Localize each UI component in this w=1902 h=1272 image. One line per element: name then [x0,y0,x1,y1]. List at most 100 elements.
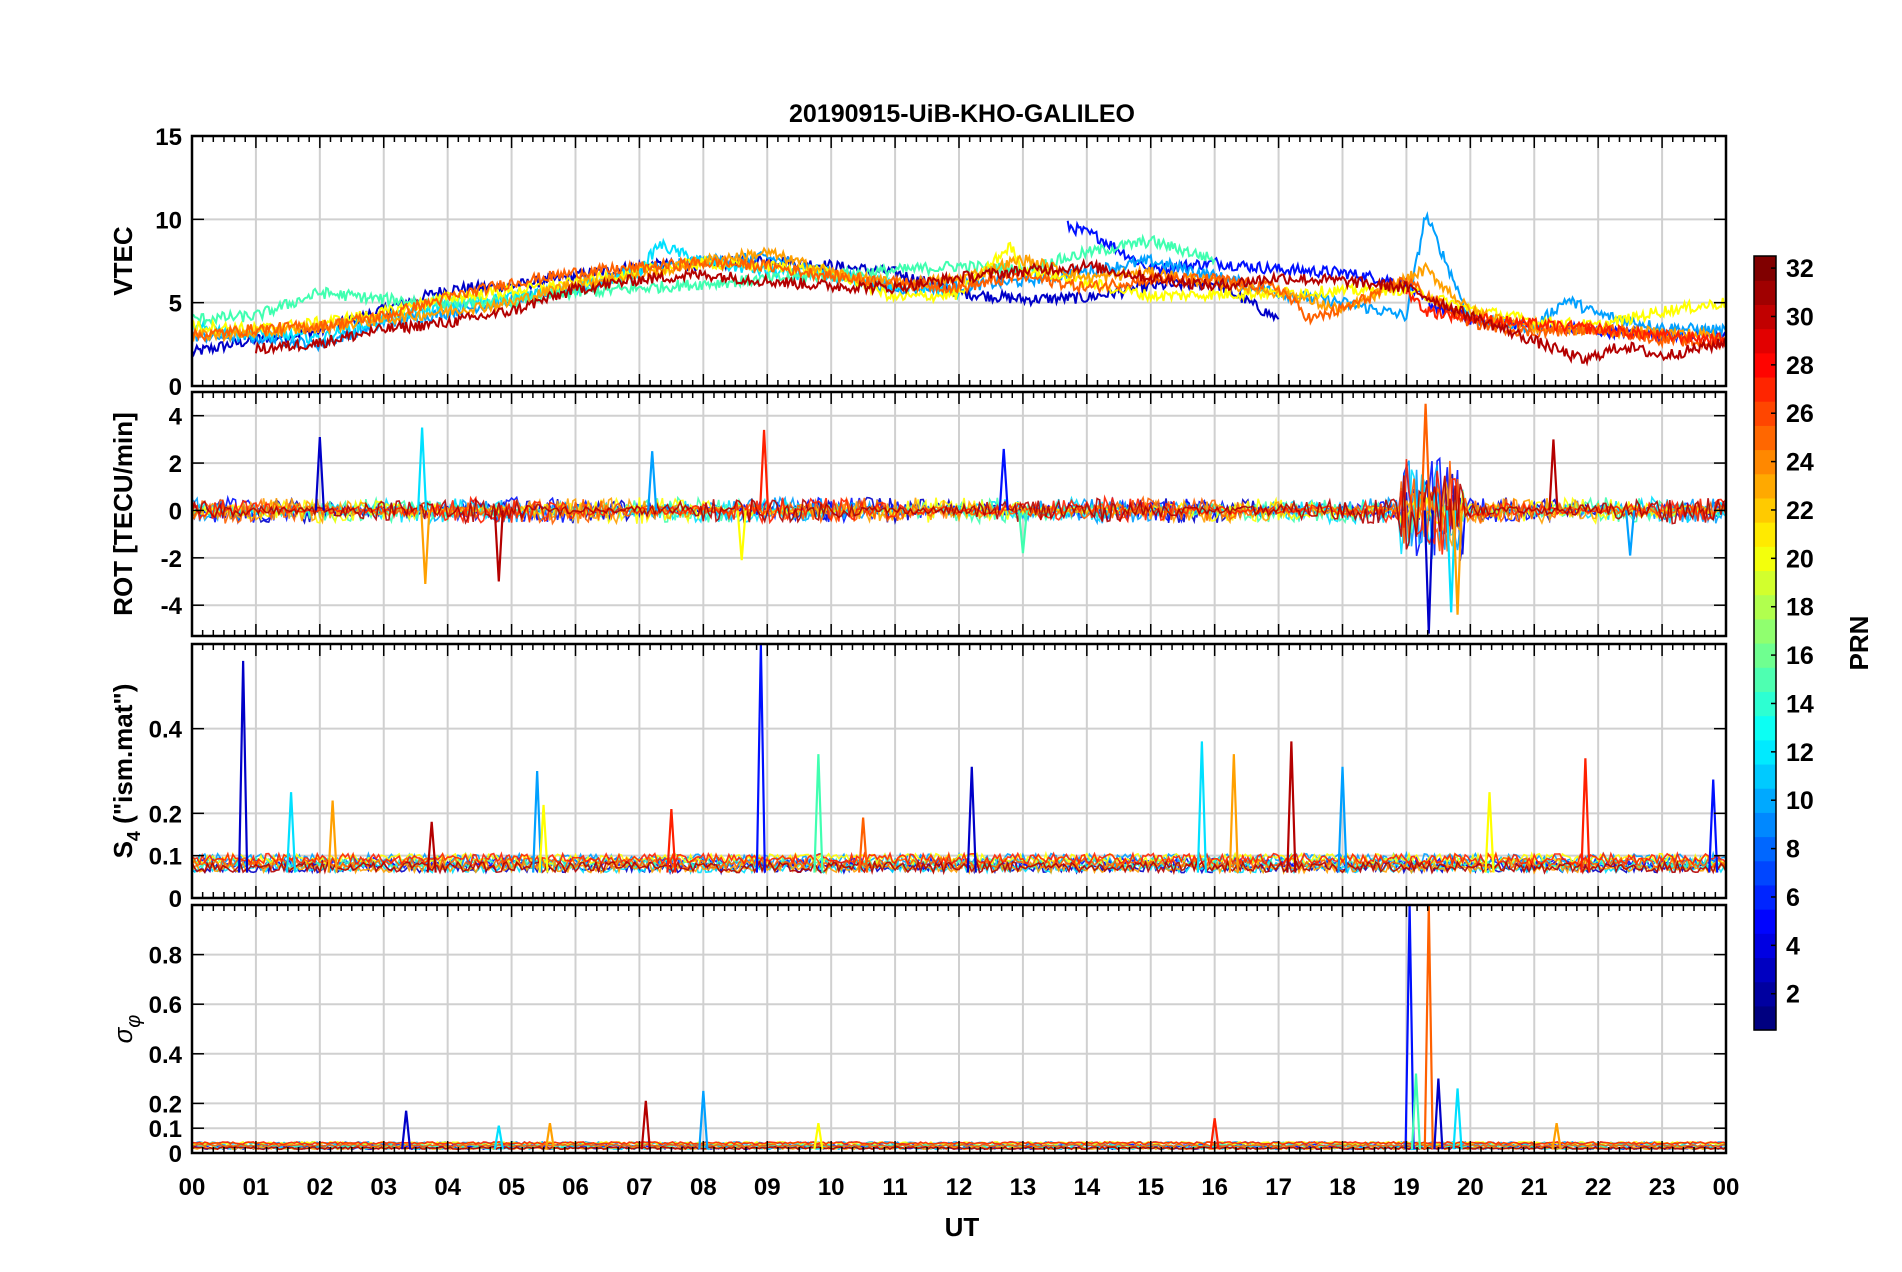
colorbar-tick-label: 16 [1786,642,1814,670]
spike-sigma_phi [1410,1073,1422,1150]
noise-trace-rot [192,491,1726,533]
x-tick-label: 23 [1649,1174,1676,1201]
spike-sigma_phi [698,1090,709,1150]
colorbar-swatch [1754,763,1776,789]
colorbar-tick-label: 12 [1786,739,1814,767]
spike-rot [1548,439,1559,511]
x-tick-label: 15 [1137,1174,1164,1201]
x-tick-label: 09 [754,1174,781,1201]
colorbar-label: PRN [1844,616,1874,671]
spike-sigma_phi [1452,1088,1463,1150]
spike-rot [758,429,770,511]
colorbar-swatch [1754,449,1776,475]
colorbar-swatch [1754,667,1776,692]
x-tick-label: 12 [946,1174,973,1201]
x-tick-label: 16 [1201,1174,1228,1201]
colorbar-tick-label: 32 [1786,255,1814,283]
spike-s4 [426,821,437,873]
spike-s4 [966,766,977,873]
colorbar-swatch [1754,957,1776,983]
y-axis-label-vtec: VTEC [108,226,138,296]
colorbar-tick-label: 24 [1786,449,1814,477]
spike-sigma_phi [1404,905,1415,1150]
spike-sigma_phi [813,1123,824,1150]
y-tick-label-sigma_phi: 0.2 [149,1091,182,1118]
x-tick-label: 05 [498,1174,525,1201]
colorbar-swatch [1754,473,1776,499]
data-rot [192,403,1726,634]
colorbar-tick-label: 26 [1786,400,1814,428]
spike-s4 [327,800,338,873]
y-tick-label-s4: 0 [169,886,182,913]
x-axis: 00 01 02 03 04 05 06 07 08 09 10 11 12 13 14 15 16 17 18 19… [179,1174,1740,1201]
y-tick-label-rot: -2 [161,546,182,573]
spike-rot [1423,510,1434,634]
y-tick-label-vtec: 15 [155,124,182,151]
spike-rot [998,448,1009,511]
spike-sigma_phi [544,1123,556,1150]
x-tick-label: 08 [690,1174,717,1201]
spike-sigma_phi [1423,905,1434,1150]
spike-rot [1452,510,1463,615]
x-tick-label: 11 [882,1174,907,1201]
spike-s4 [813,754,824,873]
colorbar-swatch [1754,425,1776,451]
vtec-series-prn-20 [192,241,1726,338]
spike-s4 [755,644,766,873]
x-tick-label: 07 [626,1174,653,1201]
colorbar-frame [1753,255,1777,1031]
colorbar-tick-label: 20 [1786,545,1814,573]
colorbar-swatch [1754,594,1776,620]
y-tick-label-rot: 2 [169,451,182,478]
x-tick-label: 02 [306,1174,333,1201]
y-tick-label-s4: 0.1 [149,844,182,871]
spike-s4 [532,770,543,873]
y-tick-label-sigma_phi: 0.1 [149,1116,182,1143]
y-tick-label-vtec: 10 [155,207,182,234]
colorbar-tick-label: 28 [1786,352,1814,380]
spike-s4 [238,660,249,873]
colorbar-swatch [1754,860,1776,886]
data-vtec [192,210,1726,367]
x-tick-label: 00 [1713,1174,1740,1201]
vtec-series-prn-29 [1405,287,1726,348]
vtec-series-prn-31 [254,257,1726,367]
x-tick-label: 21 [1521,1174,1548,1201]
x-tick-label: 18 [1329,1174,1356,1201]
spike-rot [736,510,747,561]
y-tick-label-sigma_phi: 0.4 [149,1042,183,1069]
x-tick-label: 14 [1073,1174,1100,1201]
colorbar-tick-label: 8 [1786,836,1800,864]
spike-sigma_phi [640,1100,651,1150]
colorbar-swatch [1754,618,1776,644]
y-tick-label-s4: 0.4 [149,717,183,744]
noise-trace-s4 [192,859,1726,876]
data-s4 [192,644,1726,876]
x-tick-label: 01 [243,1174,270,1201]
y-tick-label-rot: 4 [169,404,183,431]
spike-rot [314,436,325,511]
x-tick-label: 04 [434,1174,461,1201]
x-tick-label: 13 [1010,1174,1037,1201]
spike-s4 [858,817,869,873]
y-tick-label-sigma_phi: 0.8 [149,943,182,970]
colorbar-swatch [1754,256,1776,281]
panel-rot: -4 -2 0 2 4 ROT [TECU/min] [108,390,1728,638]
colorbar-swatch [1754,739,1776,765]
y-tick-label-vtec: 5 [169,291,182,318]
x-tick-label: 17 [1265,1174,1292,1201]
x-tick-label: 06 [562,1174,589,1201]
spike-sigma_phi [401,1110,412,1150]
spike-sigma_phi [1209,1118,1220,1150]
spike-rot [647,451,658,511]
spike-sigma_phi [1551,1123,1562,1150]
colorbar-tick-label: 18 [1786,594,1814,622]
y-axis-label-rot: ROT [TECU/min] [108,412,138,616]
spike-s4 [1484,792,1495,873]
colorbar-swatch [1754,909,1776,934]
panel-sigma_phi: 00.10.2 0.4 0.6 0.8 σφ [108,903,1728,1168]
figure-title: 20190915-UiB-KHO-GALILEO [789,100,1135,128]
